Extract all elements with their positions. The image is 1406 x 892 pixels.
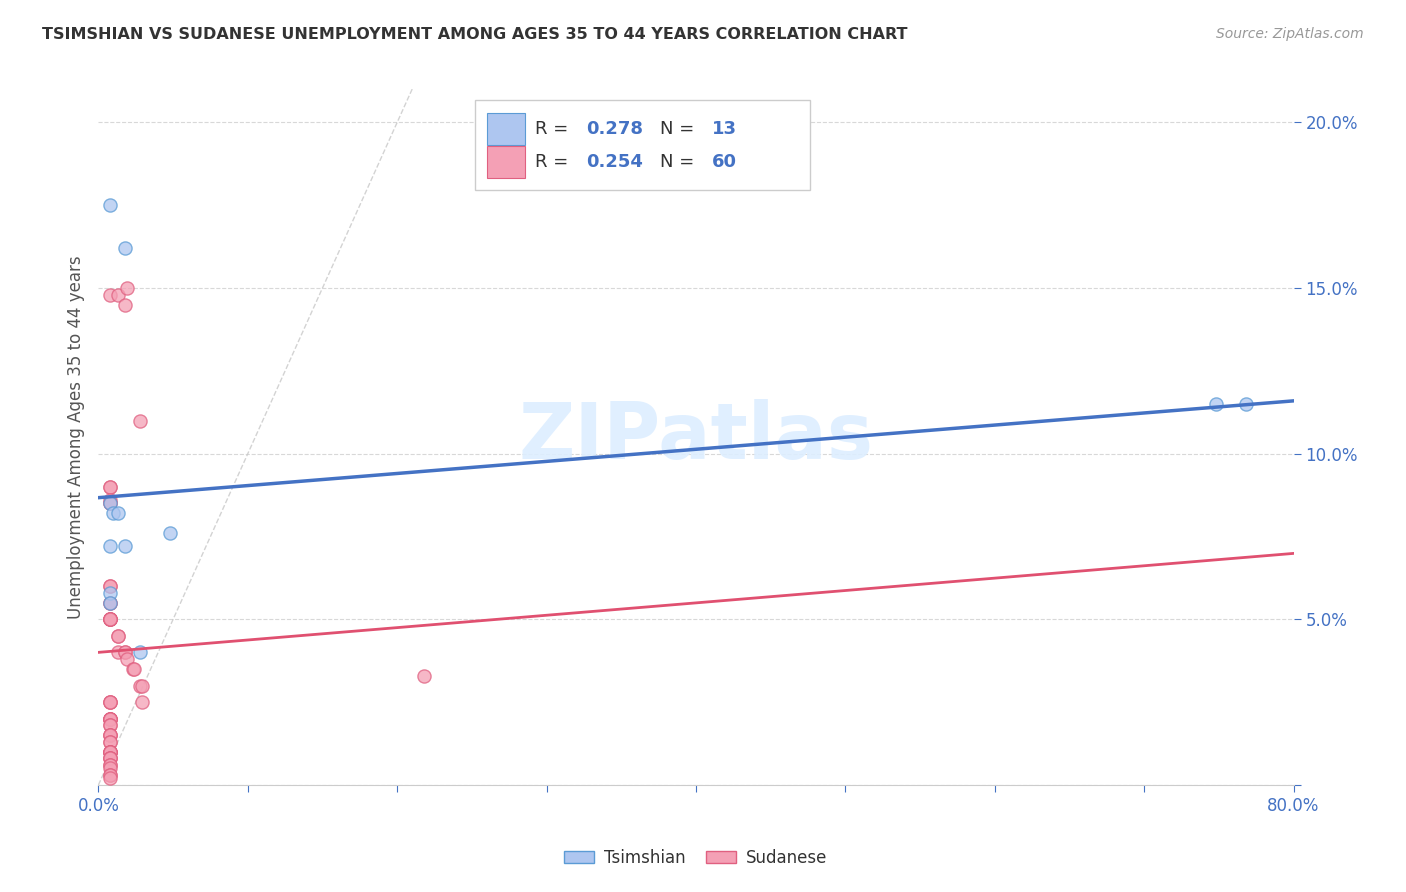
Point xyxy=(121,662,143,676)
FancyBboxPatch shape xyxy=(486,146,524,178)
Point xyxy=(98,768,122,782)
Point xyxy=(98,751,122,765)
Point xyxy=(114,540,136,554)
Text: ZIPatlas: ZIPatlas xyxy=(519,399,873,475)
Point xyxy=(98,496,122,510)
Text: 0.278: 0.278 xyxy=(586,120,643,138)
Point xyxy=(98,480,122,494)
Point xyxy=(107,287,129,301)
Point xyxy=(98,728,122,742)
Point xyxy=(98,480,122,494)
Point xyxy=(98,695,122,709)
Point xyxy=(98,579,122,593)
Point xyxy=(98,735,122,749)
Point xyxy=(98,745,122,759)
Point xyxy=(129,645,152,659)
Text: Source: ZipAtlas.com: Source: ZipAtlas.com xyxy=(1216,27,1364,41)
Point xyxy=(98,712,122,726)
Point xyxy=(98,772,122,786)
Point xyxy=(98,695,122,709)
Y-axis label: Unemployment Among Ages 35 to 44 years: Unemployment Among Ages 35 to 44 years xyxy=(66,255,84,619)
Legend: Tsimshian, Sudanese: Tsimshian, Sudanese xyxy=(558,842,834,873)
Point xyxy=(98,745,122,759)
FancyBboxPatch shape xyxy=(475,100,810,190)
Point xyxy=(98,745,122,759)
Point xyxy=(114,645,136,659)
Point xyxy=(107,629,129,643)
Point xyxy=(98,612,122,626)
Point xyxy=(98,198,122,212)
Point xyxy=(98,596,122,610)
Point xyxy=(114,241,136,255)
Text: R =: R = xyxy=(534,120,574,138)
Point xyxy=(98,493,122,508)
Point xyxy=(98,612,122,626)
Point xyxy=(129,413,152,427)
Point xyxy=(98,579,122,593)
Point xyxy=(114,645,136,659)
Point xyxy=(1205,397,1227,411)
Point xyxy=(98,728,122,742)
Point xyxy=(115,281,138,295)
Point xyxy=(124,662,146,676)
Point xyxy=(98,758,122,772)
Point xyxy=(107,506,129,520)
Point xyxy=(159,526,181,541)
Point xyxy=(98,761,122,775)
Point xyxy=(115,652,138,666)
Point xyxy=(98,751,122,765)
Point xyxy=(98,612,122,626)
Point xyxy=(131,679,153,693)
Point xyxy=(98,712,122,726)
Point xyxy=(98,718,122,732)
Point xyxy=(98,758,122,772)
Text: TSIMSHIAN VS SUDANESE UNEMPLOYMENT AMONG AGES 35 TO 44 YEARS CORRELATION CHART: TSIMSHIAN VS SUDANESE UNEMPLOYMENT AMONG… xyxy=(42,27,908,42)
Point xyxy=(107,629,129,643)
Text: N =: N = xyxy=(661,153,700,171)
Point xyxy=(98,745,122,759)
Point xyxy=(98,712,122,726)
Point xyxy=(98,712,122,726)
Point xyxy=(1234,397,1257,411)
Point xyxy=(131,695,153,709)
Point xyxy=(98,751,122,765)
Point xyxy=(98,735,122,749)
Point xyxy=(129,679,152,693)
Point xyxy=(98,612,122,626)
Point xyxy=(98,745,122,759)
Point xyxy=(98,596,122,610)
Point xyxy=(413,668,436,682)
Point xyxy=(98,496,122,510)
Point xyxy=(98,586,122,600)
Point xyxy=(114,297,136,311)
Point xyxy=(98,728,122,742)
Point xyxy=(98,540,122,554)
Point xyxy=(98,612,122,626)
Point xyxy=(103,506,125,520)
Point xyxy=(98,718,122,732)
Point xyxy=(98,695,122,709)
Text: 0.254: 0.254 xyxy=(586,153,643,171)
Point xyxy=(107,645,129,659)
Point xyxy=(98,712,122,726)
Point xyxy=(98,287,122,301)
Text: R =: R = xyxy=(534,153,574,171)
Text: N =: N = xyxy=(661,120,700,138)
FancyBboxPatch shape xyxy=(486,113,524,145)
Point xyxy=(98,496,122,510)
Text: 13: 13 xyxy=(711,120,737,138)
Text: 60: 60 xyxy=(711,153,737,171)
Point xyxy=(98,768,122,782)
Point xyxy=(98,596,122,610)
